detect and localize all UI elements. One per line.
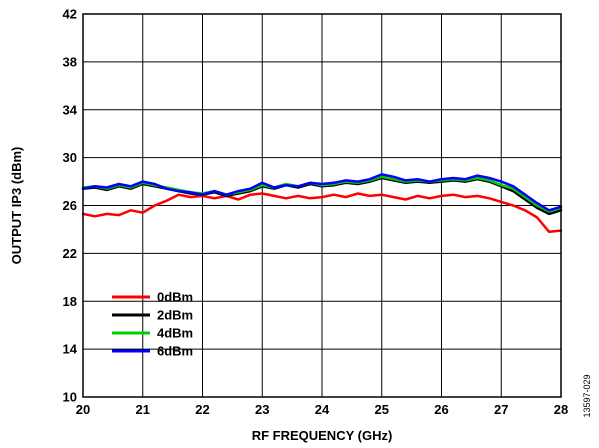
series-line-6dBm bbox=[81, 173, 563, 212]
y-tick-label: 22 bbox=[63, 246, 77, 261]
series-layer bbox=[81, 173, 563, 234]
legend-label: 2dBm bbox=[157, 308, 193, 323]
x-tick-label: 25 bbox=[375, 402, 389, 417]
legend: 0dBm 2dBm 4dBm 6dBm bbox=[112, 290, 193, 359]
legend-label: 4dBm bbox=[157, 326, 193, 341]
y-tick-label: 42 bbox=[63, 7, 77, 22]
x-tick-label: 20 bbox=[76, 402, 90, 417]
x-tick-label: 22 bbox=[195, 402, 209, 417]
series-line-0dBm bbox=[81, 192, 563, 234]
y-tick-label: 34 bbox=[63, 102, 78, 117]
x-tick-label: 26 bbox=[434, 402, 448, 417]
x-tick-label: 21 bbox=[136, 402, 150, 417]
x-axis-title: RF FREQUENCY (GHz) bbox=[252, 428, 393, 443]
y-tick-label: 14 bbox=[63, 342, 78, 357]
legend-label: 6dBm bbox=[157, 344, 193, 359]
y-tick-label: 10 bbox=[63, 390, 77, 405]
figure-id: 13597-029 bbox=[582, 374, 592, 417]
x-tick-label: 28 bbox=[554, 402, 568, 417]
y-tick-label: 30 bbox=[63, 150, 77, 165]
y-tick-label: 26 bbox=[63, 198, 77, 213]
x-tick-label: 23 bbox=[255, 402, 269, 417]
y-tick-label: 18 bbox=[63, 294, 77, 309]
plot-frame bbox=[82, 13, 562, 398]
legend-label: 0dBm bbox=[157, 290, 193, 305]
x-tick-label: 27 bbox=[494, 402, 508, 417]
y-axis-title: OUTPUT IP3 (dBm) bbox=[9, 147, 24, 265]
y-tick-label: 38 bbox=[63, 54, 77, 69]
tick-labels: 20 21 22 23 24 25 26 27 28 10 14 18 22 26 30 34 38 42 bbox=[63, 7, 569, 418]
x-tick-label: 24 bbox=[315, 402, 330, 417]
